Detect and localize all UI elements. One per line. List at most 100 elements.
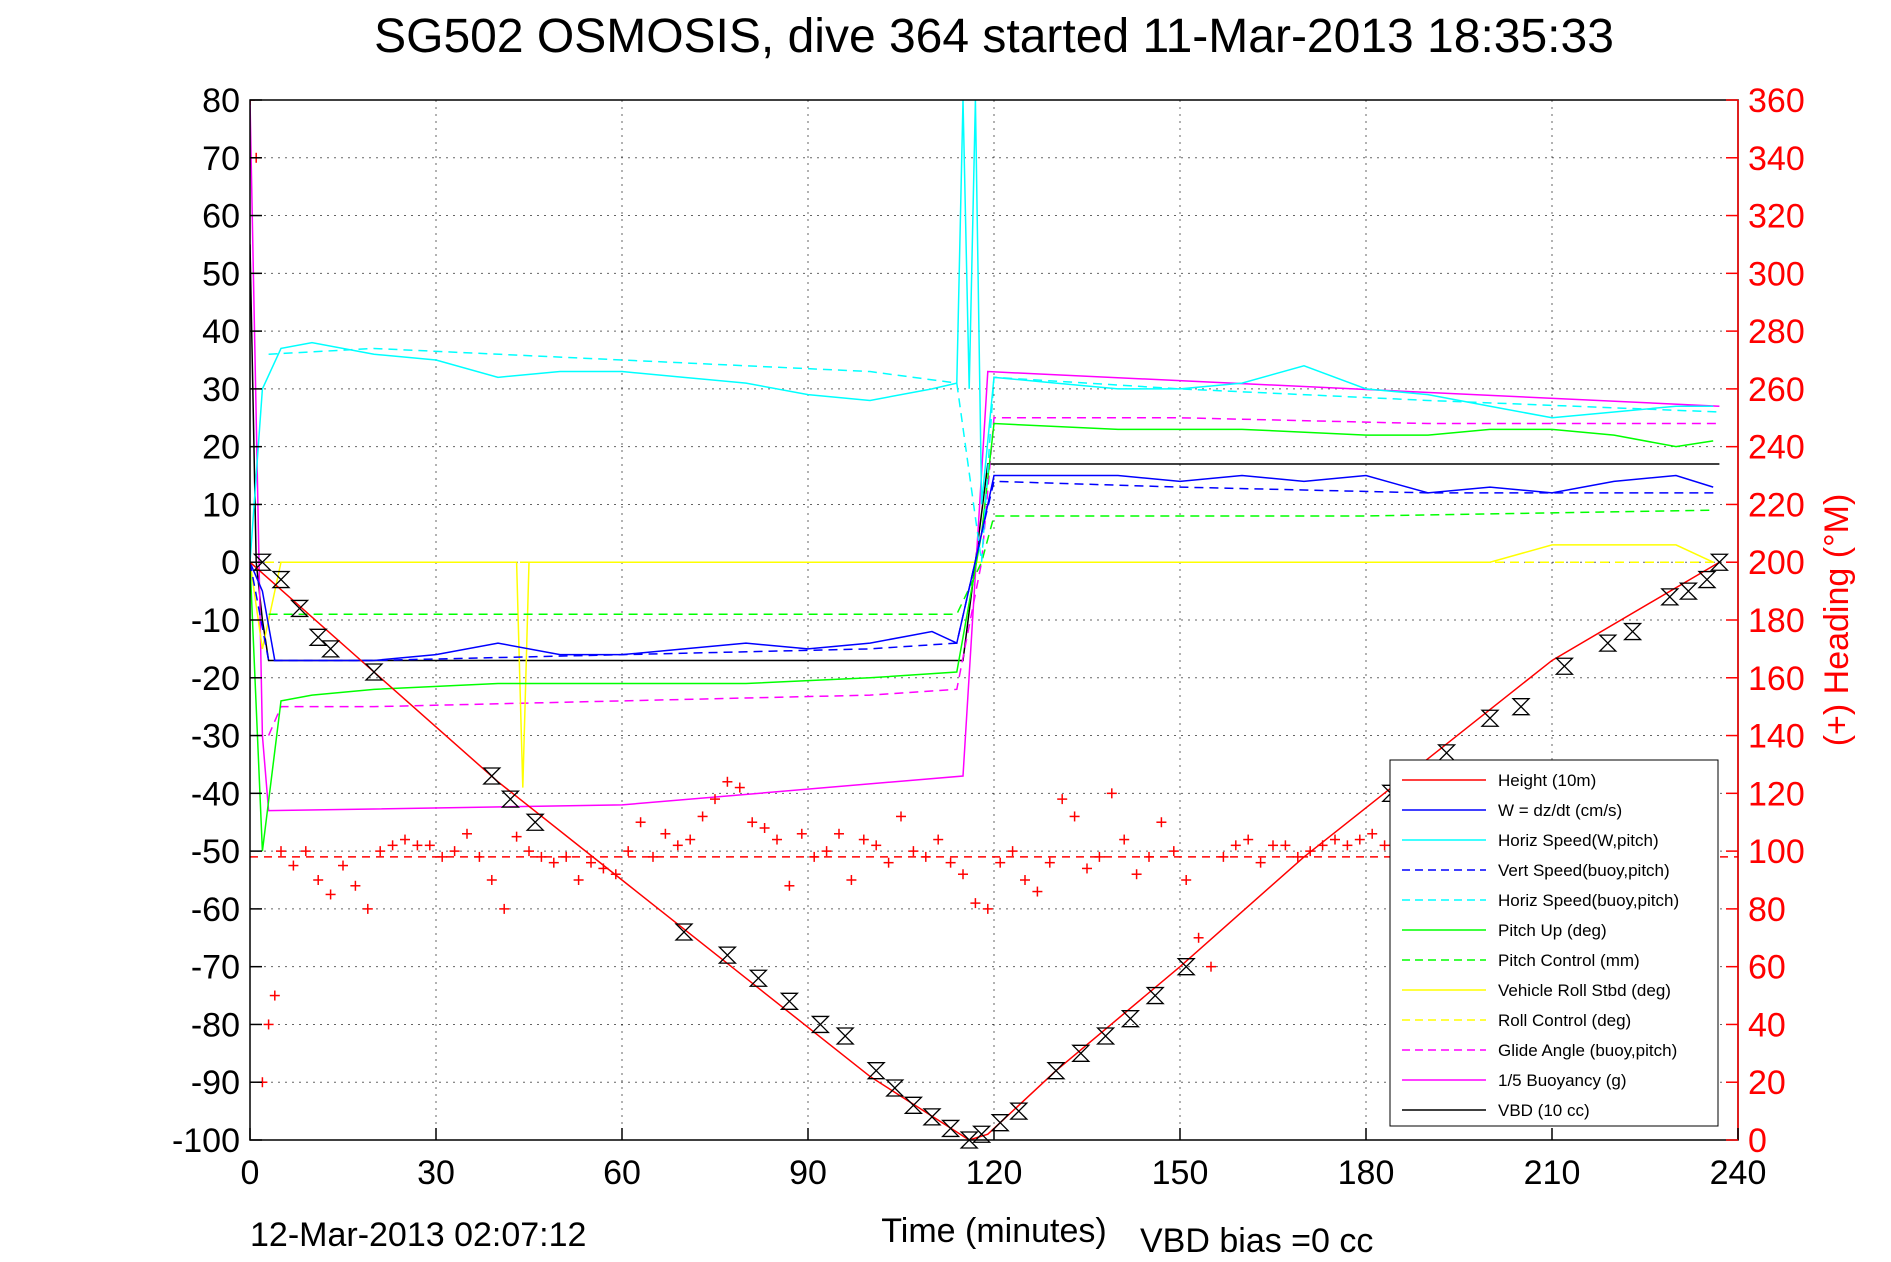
depth-marker bbox=[1071, 1044, 1091, 1062]
series-line-glide-angle-buoy-pitch bbox=[267, 417, 1720, 736]
depth-marker bbox=[941, 1119, 961, 1138]
depth-marker-bottom bbox=[779, 1000, 799, 1010]
y-right-tick-label: 360 bbox=[1748, 82, 1805, 120]
heading-point bbox=[772, 834, 782, 845]
depth-marker-bottom bbox=[903, 1104, 923, 1114]
heading-point bbox=[858, 834, 869, 845]
depth-marker bbox=[674, 923, 694, 941]
y-tick-label: -90 bbox=[191, 1064, 240, 1102]
heading-point bbox=[896, 811, 906, 822]
depth-marker-bottom bbox=[525, 821, 545, 831]
heading-point bbox=[1342, 840, 1353, 851]
depth-marker bbox=[717, 946, 737, 964]
depth-marker-top bbox=[1145, 986, 1165, 997]
depth-marker-top bbox=[959, 1131, 979, 1141]
y-right-tick-label: 60 bbox=[1748, 949, 1786, 987]
heading-point bbox=[1082, 863, 1092, 874]
heading-point bbox=[1007, 846, 1018, 857]
heading-point bbox=[623, 846, 634, 857]
depth-marker-bottom bbox=[972, 1133, 992, 1143]
heading-point bbox=[920, 851, 931, 862]
heading-point bbox=[300, 846, 311, 857]
heading-point bbox=[672, 840, 683, 851]
legend: Height (10m) W = dz/dt (cm/s) Horiz Speed(… bbox=[1389, 759, 1719, 1127]
depth-marker-top bbox=[717, 946, 737, 957]
depth-marker-bottom bbox=[959, 1139, 979, 1149]
depth-marker-bottom bbox=[1598, 642, 1618, 652]
depth-marker-bottom bbox=[1120, 1017, 1140, 1028]
heading-point bbox=[511, 831, 522, 842]
series-line-w-dz-dt-cm-s bbox=[250, 474, 1714, 662]
heading-point bbox=[1144, 851, 1154, 862]
heading-point bbox=[1032, 886, 1043, 897]
heading-point bbox=[660, 828, 671, 839]
depth-marker bbox=[1697, 570, 1717, 589]
heading-point bbox=[1268, 840, 1278, 851]
depth-marker-bottom bbox=[748, 977, 768, 987]
heading-point bbox=[1379, 840, 1390, 851]
heading-point bbox=[1044, 857, 1055, 868]
x-axis-label: Time (minutes) bbox=[881, 1212, 1106, 1250]
depth-marker-top bbox=[990, 1114, 1010, 1124]
y-tick-label: 30 bbox=[202, 371, 240, 409]
depth-marker-bottom bbox=[941, 1127, 961, 1138]
depth-marker bbox=[1554, 657, 1574, 675]
y-right-tick-label: 260 bbox=[1748, 371, 1805, 409]
heading-point bbox=[834, 828, 844, 839]
depth-marker bbox=[1480, 709, 1500, 727]
heading-point bbox=[685, 834, 696, 845]
depth-marker bbox=[779, 992, 799, 1010]
y-right-tick-label: 340 bbox=[1748, 140, 1805, 178]
depth-marker bbox=[1120, 1010, 1140, 1028]
heading-point bbox=[1094, 851, 1105, 862]
depth-marker-bottom bbox=[885, 1087, 905, 1097]
heading-point bbox=[883, 857, 894, 868]
depth-marker-bottom bbox=[482, 775, 502, 785]
depth-marker-top bbox=[835, 1027, 855, 1037]
series-line-1-5-buoyancy-g bbox=[250, 100, 1720, 812]
depth-marker-bottom bbox=[810, 1023, 830, 1034]
heading-point bbox=[499, 903, 510, 914]
heading-point bbox=[1168, 846, 1179, 857]
y-right-axis-label: (+) Heading (°M) bbox=[1818, 494, 1856, 747]
legend-label: Vehicle Roll Stbd (deg) bbox=[1498, 981, 1671, 1000]
y-right-tick-label: 220 bbox=[1748, 486, 1805, 524]
heading-point bbox=[697, 811, 708, 822]
heading-point bbox=[1131, 869, 1142, 880]
depth-marker-top bbox=[525, 813, 545, 824]
legend-label: Glide Angle (buoy,pitch) bbox=[1498, 1041, 1677, 1060]
depth-marker-bottom bbox=[1046, 1069, 1066, 1080]
depth-marker-bottom bbox=[1623, 630, 1643, 641]
depth-marker-bottom bbox=[1009, 1110, 1029, 1120]
axes: 0 30 60 90 120 150 180 210 24080706050403020100-… bbox=[172, 82, 1805, 1192]
depth-marker-bottom bbox=[1480, 717, 1500, 727]
footer-timestamp: 12-Mar-2013 02:07:12 bbox=[250, 1216, 586, 1254]
heading-point bbox=[610, 869, 621, 880]
depth-marker-bottom bbox=[252, 561, 272, 571]
depth-marker-top bbox=[500, 790, 520, 801]
y-tick-label: -100 bbox=[172, 1122, 240, 1160]
y-tick-label: -40 bbox=[191, 775, 240, 813]
y-right-tick-label: 300 bbox=[1748, 255, 1805, 293]
y-tick-label: -30 bbox=[191, 718, 240, 756]
depth-marker bbox=[1176, 958, 1196, 976]
depth-marker bbox=[903, 1096, 923, 1114]
heading-point bbox=[1069, 811, 1080, 822]
heading-point bbox=[524, 846, 534, 857]
depth-marker-top bbox=[308, 628, 328, 639]
y-tick-label: -60 bbox=[191, 891, 240, 929]
depth-marker-top bbox=[321, 640, 341, 650]
depth-marker-top bbox=[866, 1062, 886, 1072]
series-line-vbd-10-cc bbox=[250, 244, 1720, 662]
depth-marker-bottom bbox=[866, 1069, 886, 1080]
heading-point bbox=[945, 857, 956, 868]
heading-point bbox=[1292, 851, 1303, 862]
y-right-tick-label: 40 bbox=[1748, 1006, 1786, 1044]
grid bbox=[249, 99, 1739, 1141]
depth-marker bbox=[290, 599, 310, 618]
series-line-horiz-speed-w-pitch bbox=[250, 100, 1714, 563]
heading-point bbox=[1193, 932, 1204, 943]
depth-marker-bottom bbox=[1697, 578, 1717, 589]
heading-point bbox=[1255, 857, 1266, 868]
